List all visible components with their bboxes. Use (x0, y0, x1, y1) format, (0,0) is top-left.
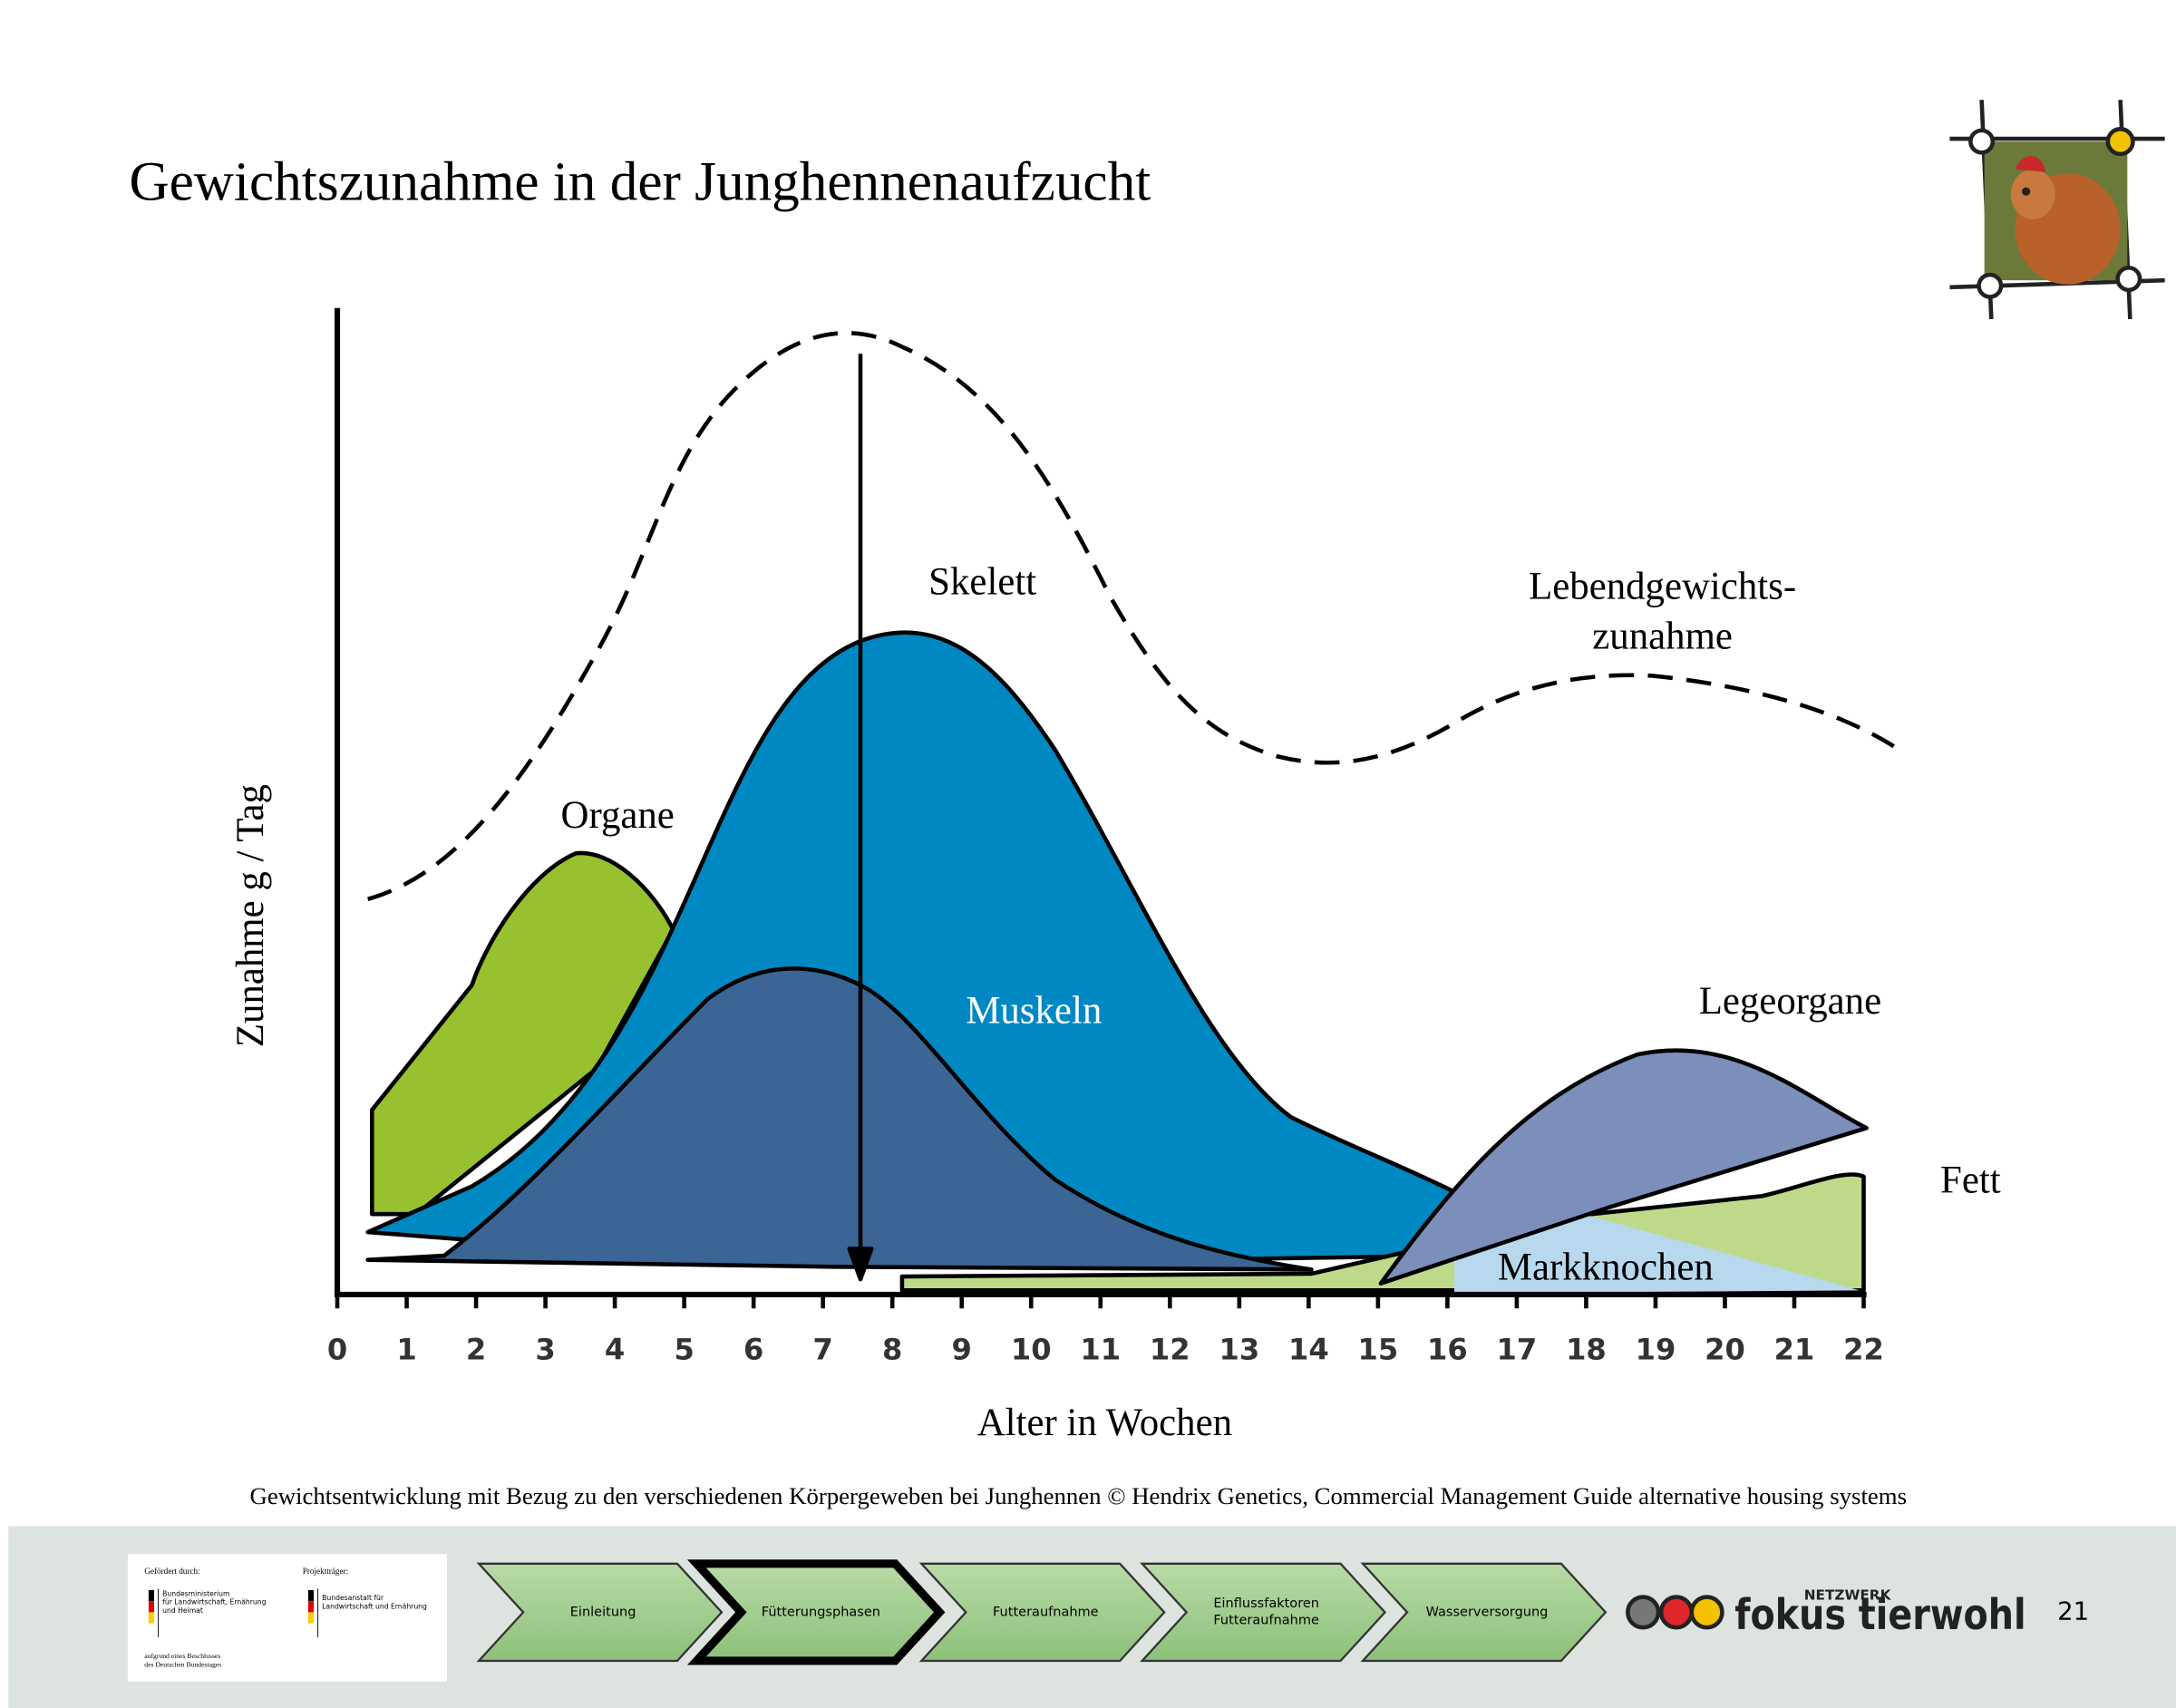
caption: Gewichtsentwicklung mit Bezug zu den ver… (250, 1482, 1908, 1509)
skelett-label: Skelett (928, 561, 1036, 604)
organe-area (369, 850, 675, 1217)
x-tick-label: 19 (1636, 1333, 1676, 1367)
x-tick-label: 4 (605, 1333, 625, 1367)
x-tick-label: 8 (882, 1333, 902, 1367)
funding-text: für Landwirtschaft, Ernährung (162, 1598, 266, 1606)
x-tick-label: 10 (1011, 1333, 1052, 1367)
x-tick-label: 21 (1774, 1333, 1815, 1367)
step-label: Fütterungsphasen (762, 1605, 880, 1619)
x-tick-label: 2 (466, 1333, 486, 1367)
x-tick-label: 15 (1358, 1333, 1399, 1367)
funding-text: Projektträger: (303, 1567, 348, 1576)
step-label: Einleitung (570, 1605, 636, 1619)
funding-text: aufgrund eines Beschlusses (144, 1652, 220, 1660)
markknochen-label: Markknochen (1498, 1247, 1714, 1289)
x-tick-label: 11 (1080, 1333, 1121, 1367)
step-chevron (918, 1562, 1166, 1663)
step-chevron (1360, 1562, 1608, 1663)
funding-text: Gefördert durch: (144, 1567, 199, 1576)
x-tick-label: 16 (1427, 1333, 1468, 1367)
x-tick-label: 3 (535, 1333, 555, 1367)
arrow-head (847, 1247, 874, 1282)
step-chevron (1140, 1562, 1387, 1663)
funding-text: Landwirtschaft und Ernährung (322, 1602, 427, 1610)
x-tick-label: 22 (1843, 1333, 1884, 1367)
x-tick-label: 14 (1288, 1333, 1329, 1367)
x-tick-label: 17 (1497, 1333, 1538, 1367)
x-tick-label: 9 (952, 1333, 972, 1367)
muskeln-label: Muskeln (966, 990, 1102, 1033)
lebendgewicht-label: zunahme (1592, 615, 1733, 657)
organe-label: Organe (561, 794, 675, 837)
funding-text: Bundesministerium (162, 1590, 229, 1598)
x-tick-label: 18 (1566, 1333, 1607, 1367)
x-tick-label: 5 (674, 1333, 694, 1367)
step-chevron (476, 1562, 724, 1663)
diagram-shapes (365, 331, 1900, 1294)
photo-frame (1949, 100, 2165, 320)
fett-label: Fett (1940, 1159, 2001, 1201)
funding-box: Gefördert durch: Bundesministerium für L… (127, 1554, 447, 1682)
x-tick-label: 0 (327, 1333, 347, 1367)
slide-title: Gewichtszunahme in der Junghennenaufzuch… (129, 151, 1151, 213)
step-label: Futteraufnahme (1213, 1614, 1319, 1628)
logo-name: fokus tierwohl (1734, 1590, 2025, 1639)
lebendgewicht-curve (367, 331, 1900, 901)
x-tick-label: 20 (1705, 1333, 1745, 1367)
x-tick-label: 6 (743, 1333, 763, 1367)
x-tick-label: 13 (1219, 1333, 1259, 1367)
logo-network: NETZWERK (1804, 1587, 1892, 1604)
x-axis-label: Alter in Wochen (977, 1402, 1232, 1444)
step-label: Wasserversorgung (1426, 1605, 1549, 1619)
legeorgane-label: Legeorgane (1699, 980, 1881, 1023)
funding-text: des Deutschen Bundestages (144, 1660, 221, 1668)
step-label: Einflussfaktoren (1213, 1596, 1319, 1611)
y-axis-label: Zunahme g / Tag (229, 784, 272, 1047)
funding-text: Bundesanstalt für (322, 1594, 384, 1602)
legeorgane-area (1378, 1048, 1869, 1286)
x-tick-label: 7 (813, 1333, 833, 1367)
x-tick-label: 1 (396, 1333, 416, 1367)
x-tick-label: 12 (1150, 1333, 1190, 1367)
step-chevron (686, 1559, 946, 1665)
lebendgewicht-label: Lebendgewichts- (1529, 565, 1796, 607)
page-number: 21 (2057, 1596, 2089, 1626)
step-label: Futteraufnahme (993, 1605, 1099, 1619)
funding-text: und Heimat (162, 1606, 203, 1615)
logo: NETZWERK fokus tierwohl (1626, 1587, 2026, 1639)
